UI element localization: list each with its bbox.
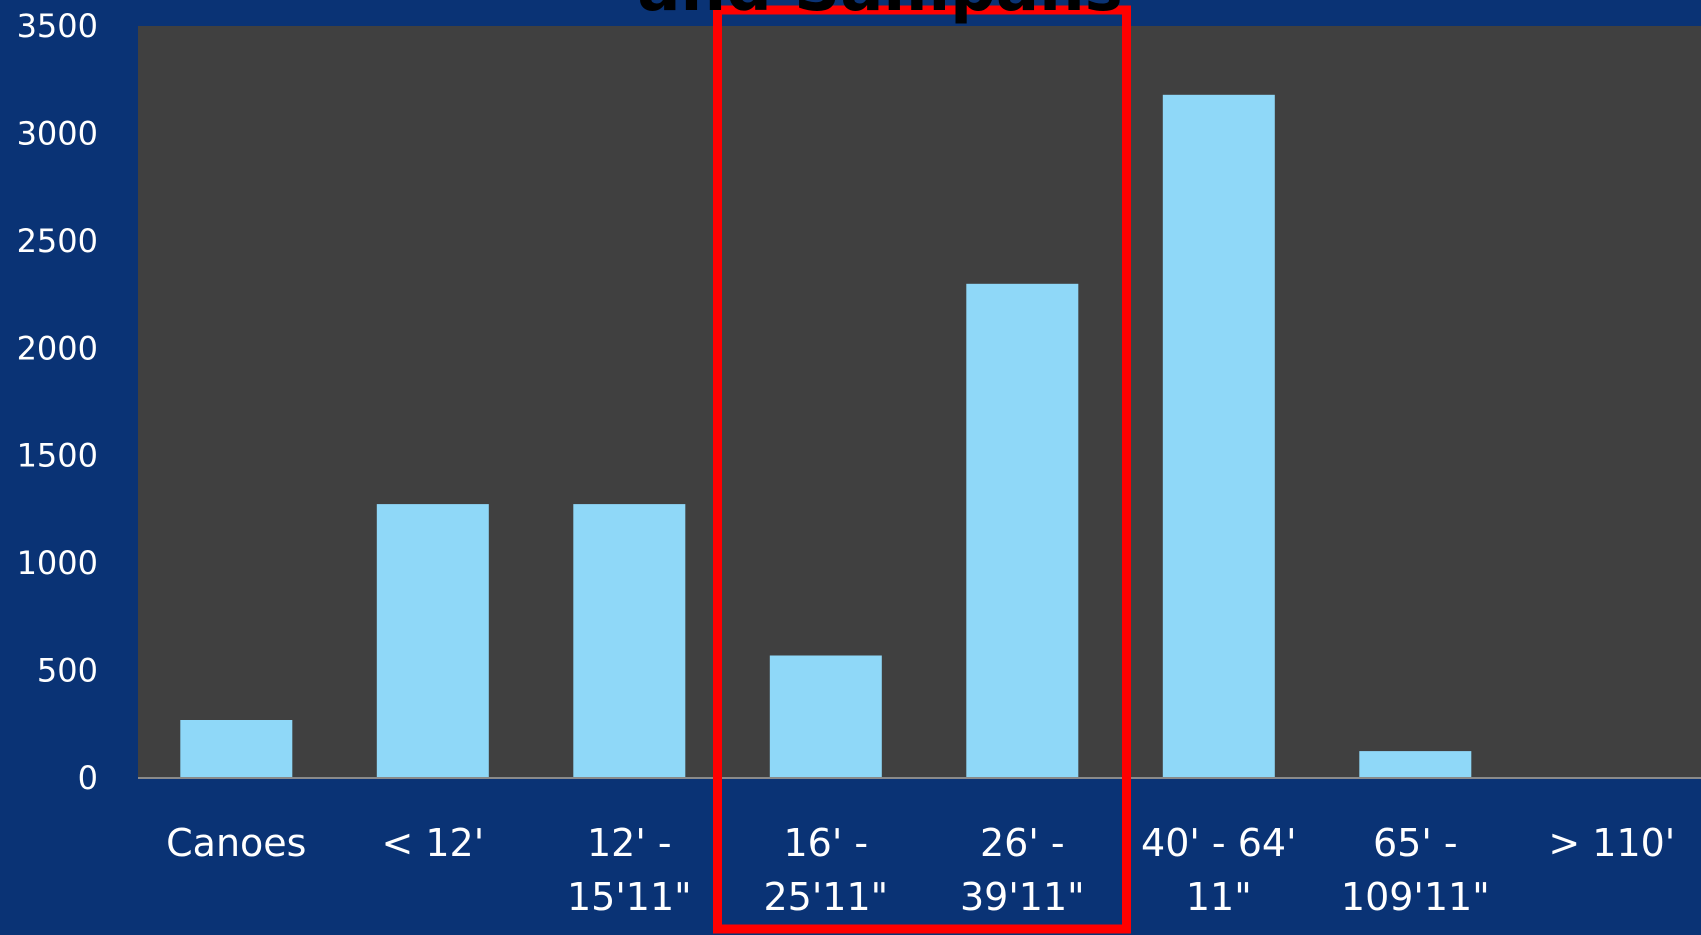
bar-0 <box>180 720 293 778</box>
bar-6 <box>1359 751 1472 778</box>
x-tick-label: 40' - 64' 11" <box>1141 821 1296 919</box>
y-tick-label: 1500 <box>17 437 98 475</box>
bar-5 <box>1162 94 1275 779</box>
y-axis-ticks: 0 500 1000 1500 2000 2500 3000 3500 <box>17 7 98 797</box>
y-tick-label: 2000 <box>17 329 98 367</box>
y-tick-label: 3000 <box>17 114 98 152</box>
x-tick-label: > 110' <box>1548 821 1675 865</box>
y-tick-label: 1000 <box>17 544 98 582</box>
x-tick-label: 26' -39'11" <box>960 821 1085 919</box>
y-tick-label: 3500 <box>17 7 98 45</box>
x-tick-label: 65' -109'11" <box>1341 821 1490 919</box>
x-tick-label: 12' -15'11" <box>567 821 692 919</box>
y-tick-label: 500 <box>37 652 98 690</box>
bar-1 <box>376 504 489 778</box>
x-tick-label: < 12' <box>381 821 484 865</box>
x-tick-label: Canoes <box>166 821 306 865</box>
highlight-box <box>713 5 1131 934</box>
x-tick-label: 16' -25'11" <box>763 821 888 919</box>
bar-4 <box>966 283 1079 778</box>
y-tick-label: 0 <box>78 759 98 797</box>
x-axis-labels: Canoes < 12' 12' -15'11" 16' -25'11" 26' -39… <box>166 821 1675 919</box>
chart-title: and Sampans <box>637 0 1122 26</box>
bars <box>180 94 1472 779</box>
bar-2 <box>573 504 686 778</box>
y-tick-label: 2500 <box>17 222 98 260</box>
bar-3 <box>769 655 882 778</box>
plot-area <box>138 26 1701 778</box>
